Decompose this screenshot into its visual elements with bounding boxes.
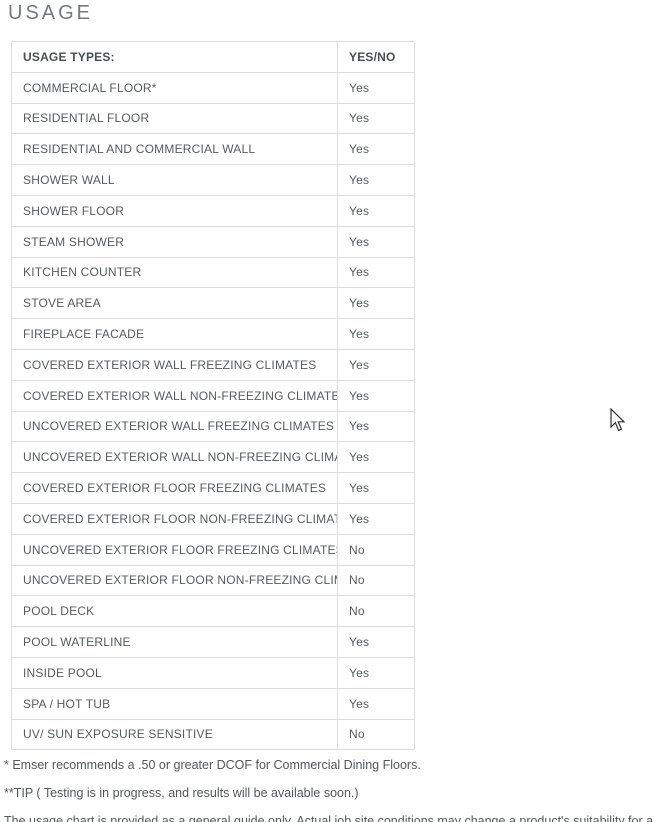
usage-value-cell: Yes [337,164,415,196]
usage-value-cell: No [337,533,415,566]
usage-value-cell: Yes [337,102,415,135]
usage-value-cell: Yes [337,71,415,104]
usage-value-cell: Yes [337,133,415,166]
table-row: SHOWER WALL Yes [11,164,415,196]
usage-value-cell: Yes [337,687,415,720]
usage-type-cell: STEAM SHOWER [11,225,338,258]
usage-type-cell: SHOWER FLOOR [11,194,338,227]
usage-type-cell: RESIDENTIAL FLOOR [11,102,338,135]
usage-type-cell: SHOWER WALL [11,164,338,196]
table-row: POOL WATERLINE Yes [11,626,415,658]
table-row: COVERED EXTERIOR FLOOR FREEZING CLIMATES… [11,472,415,504]
usage-type-cell: RESIDENTIAL AND COMMERCIAL WALL [11,133,338,166]
usage-type-cell: FIREPLACE FACADE [11,318,338,350]
usage-value-cell: Yes [337,379,415,412]
table-header-row: USAGE TYPES: YES/NO [11,41,415,73]
usage-type-cell: UNCOVERED EXTERIOR WALL NON-FREEZING CLI… [11,441,338,474]
table-row: UNCOVERED EXTERIOR WALL NON-FREEZING CLI… [11,441,415,474]
usage-type-cell: POOL DECK [11,595,338,628]
usage-value-cell: Yes [337,441,415,474]
table-row: RESIDENTIAL FLOOR Yes [11,102,415,135]
table-row: COVERED EXTERIOR FLOOR NON-FREEZING CLIM… [11,502,415,535]
usage-value-cell: Yes [337,318,415,350]
usage-type-cell: COVERED EXTERIOR WALL NON-FREEZING CLIMA… [11,379,338,412]
table-row: FIREPLACE FACADE Yes [11,318,415,350]
usage-type-cell: UNCOVERED EXTERIOR FLOOR FREEZING CLIMAT… [11,533,338,566]
usage-type-cell: UV/ SUN EXPOSURE SENSITIVE [11,718,338,751]
usage-value-cell: No [337,718,415,751]
table-row: COVERED EXTERIOR WALL NON-FREEZING CLIMA… [11,379,415,412]
usage-value-cell: Yes [337,287,415,320]
mouse-cursor-icon [610,408,626,432]
usage-type-cell: COVERED EXTERIOR FLOOR NON-FREEZING CLIM… [11,502,338,535]
usage-table-body: COMMERCIAL FLOOR* Yes RESIDENTIAL FLOOR … [11,71,415,751]
page-title: USAGE [8,2,94,24]
table-row: UNCOVERED EXTERIOR WALL FREEZING CLIMATE… [11,410,415,443]
table-row: RESIDENTIAL AND COMMERCIAL WALL Yes [11,133,415,166]
usage-type-cell: STOVE AREA [11,287,338,320]
table-row: COVERED EXTERIOR WALL FREEZING CLIMATES … [11,348,415,381]
footnotes: * Emser recommends a .50 or greater DCOF… [4,759,654,822]
usage-type-cell: INSIDE POOL [11,656,338,689]
usage-value-cell: Yes [337,502,415,535]
usage-type-cell: SPA / HOT TUB [11,687,338,720]
usage-value-cell: No [337,595,415,628]
usage-value-cell: Yes [337,410,415,443]
table-row: SHOWER FLOOR Yes [11,194,415,227]
usage-value-cell: Yes [337,472,415,504]
table-row: KITCHEN COUNTER Yes [11,256,415,289]
table-row: UV/ SUN EXPOSURE SENSITIVE No [11,718,415,751]
usage-table-head: USAGE TYPES: YES/NO [11,41,415,73]
usage-value-cell: No [337,564,415,597]
usage-value-cell: Yes [337,225,415,258]
usage-table: USAGE TYPES: YES/NO COMMERCIAL FLOOR* Ye… [11,41,415,751]
table-row: POOL DECK No [11,595,415,628]
table-row: INSIDE POOL Yes [11,656,415,689]
footnote-disclaimer: The usage chart is provided as a general… [4,815,654,822]
usage-type-cell: COVERED EXTERIOR FLOOR FREEZING CLIMATES [11,472,338,504]
usage-types-header: USAGE TYPES: [11,41,338,73]
usage-value-cell: Yes [337,626,415,658]
table-row: STEAM SHOWER Yes [11,225,415,258]
table-row: SPA / HOT TUB Yes [11,687,415,720]
usage-type-cell: UNCOVERED EXTERIOR FLOOR NON-FREEZING CL… [11,564,338,597]
usage-value-cell: Yes [337,194,415,227]
usage-type-cell: POOL WATERLINE [11,626,338,658]
table-row: UNCOVERED EXTERIOR FLOOR NON-FREEZING CL… [11,564,415,597]
usage-type-cell: COVERED EXTERIOR WALL FREEZING CLIMATES [11,348,338,381]
usage-value-cell: Yes [337,348,415,381]
usage-value-cell: Yes [337,256,415,289]
table-row: UNCOVERED EXTERIOR FLOOR FREEZING CLIMAT… [11,533,415,566]
table-row: STOVE AREA Yes [11,287,415,320]
usage-type-cell: UNCOVERED EXTERIOR WALL FREEZING CLIMATE… [11,410,338,443]
yes-no-header: YES/NO [337,41,415,73]
usage-value-cell: Yes [337,656,415,689]
footnote-dcof: * Emser recommends a .50 or greater DCOF… [4,759,421,773]
usage-type-cell: KITCHEN COUNTER [11,256,338,289]
footnote-tip: **TIP ( Testing is in progress, and resu… [4,787,359,801]
table-row: COMMERCIAL FLOOR* Yes [11,71,415,104]
usage-type-cell: COMMERCIAL FLOOR* [11,71,338,104]
